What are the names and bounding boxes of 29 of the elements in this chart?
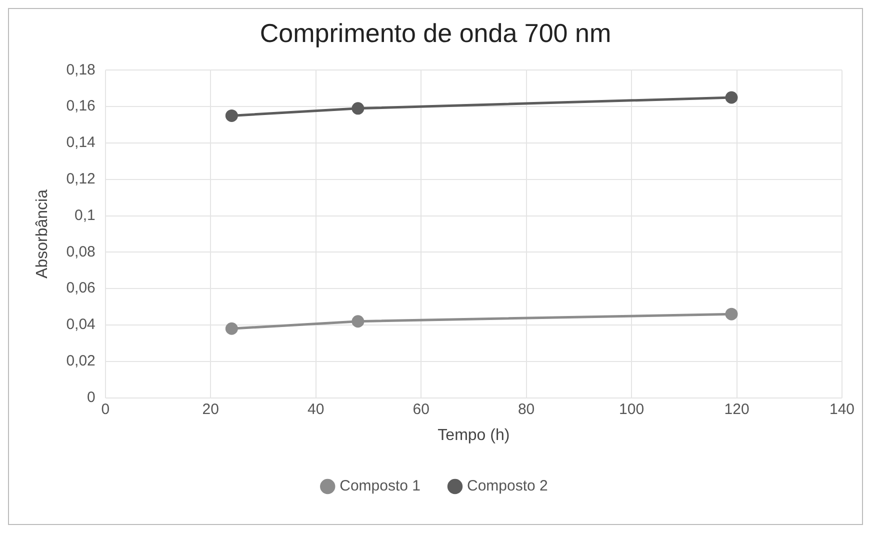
- point: [225, 109, 238, 122]
- legend-label: Composto 2: [467, 478, 548, 495]
- x-tick-label: 140: [829, 400, 855, 418]
- point: [225, 322, 238, 335]
- point: [725, 308, 738, 320]
- y-tick-label: 0,06: [66, 280, 96, 297]
- x-tick-label: 40: [308, 400, 324, 418]
- y-tick-label: 0,12: [66, 170, 96, 188]
- x-tick-label: 20: [202, 400, 219, 418]
- y-tick-label: 0,16: [66, 98, 96, 115]
- x-tick-label: 80: [518, 400, 535, 418]
- y-tick-label: 0,02: [66, 352, 96, 370]
- y-tick-label: 0,1: [74, 206, 96, 224]
- y-tick-label: 0,08: [66, 243, 96, 260]
- y-tick-label: 0,18: [66, 61, 96, 78]
- point: [352, 315, 364, 328]
- point: [352, 102, 364, 115]
- x-tick-label: 0: [101, 400, 110, 418]
- x-tick-label: 60: [412, 400, 430, 418]
- y-tick-label: 0,14: [66, 134, 96, 152]
- x-tick-label: 120: [724, 400, 750, 418]
- legend-label: Composto 1: [340, 478, 420, 495]
- y-axis-title: Absorbância: [34, 189, 52, 278]
- x-tick-label: 100: [619, 400, 644, 418]
- y-tick-label: 0,04: [66, 316, 96, 334]
- chart-title: Comprimento de onda 700 nm: [260, 18, 612, 48]
- y-tick-label: 0: [87, 388, 96, 406]
- x-axis-title: Tempo (h): [438, 426, 510, 444]
- point: [725, 91, 738, 104]
